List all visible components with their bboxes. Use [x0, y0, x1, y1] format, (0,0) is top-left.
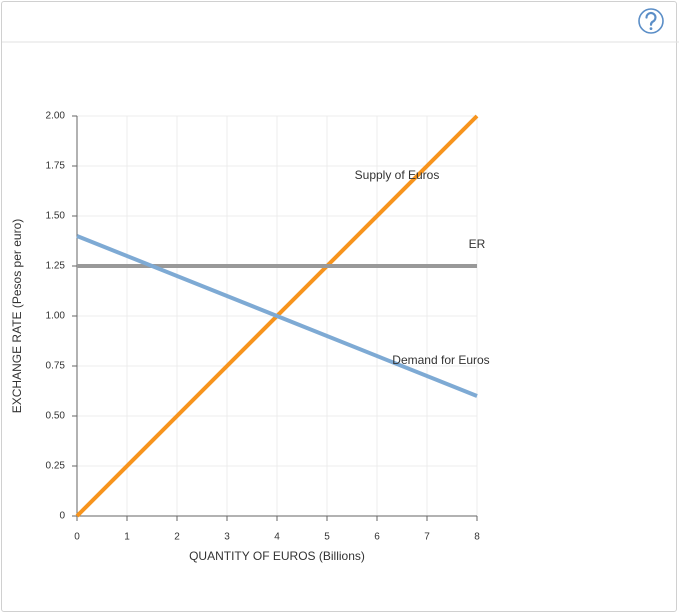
y-tick-label: 0.75 [46, 361, 66, 372]
help-button[interactable] [638, 8, 664, 34]
y-tick-label: 0 [59, 511, 65, 522]
y-tick-label: 1.50 [46, 211, 66, 222]
y-tick-label: 1.25 [46, 261, 66, 272]
x-tick-label: 5 [324, 532, 330, 543]
y-axis-title: EXCHANGE RATE (Pesos per euro) [10, 219, 24, 414]
x-tick-label: 0 [74, 532, 80, 543]
y-tick-label: 1.00 [46, 311, 66, 322]
series-label: Demand for Euros [392, 353, 489, 367]
x-tick-label: 3 [224, 532, 230, 543]
x-tick-label: 2 [174, 532, 180, 543]
y-tick-label: 0.25 [46, 461, 66, 472]
x-tick-label: 8 [474, 532, 480, 543]
series-label: Supply of Euros [355, 168, 440, 182]
x-tick-label: 7 [424, 532, 430, 543]
y-tick-label: 2.00 [46, 111, 66, 122]
series-label: ER [469, 237, 486, 251]
y-tick-label: 0.50 [46, 411, 66, 422]
y-tick-label: 1.75 [46, 161, 66, 172]
x-tick-label: 4 [274, 532, 280, 543]
x-tick-label: 6 [374, 532, 380, 543]
x-axis-title: QUANTITY OF EUROS (Billions) [189, 549, 365, 563]
series-line [76, 234, 478, 398]
x-tick-label: 1 [124, 532, 130, 543]
